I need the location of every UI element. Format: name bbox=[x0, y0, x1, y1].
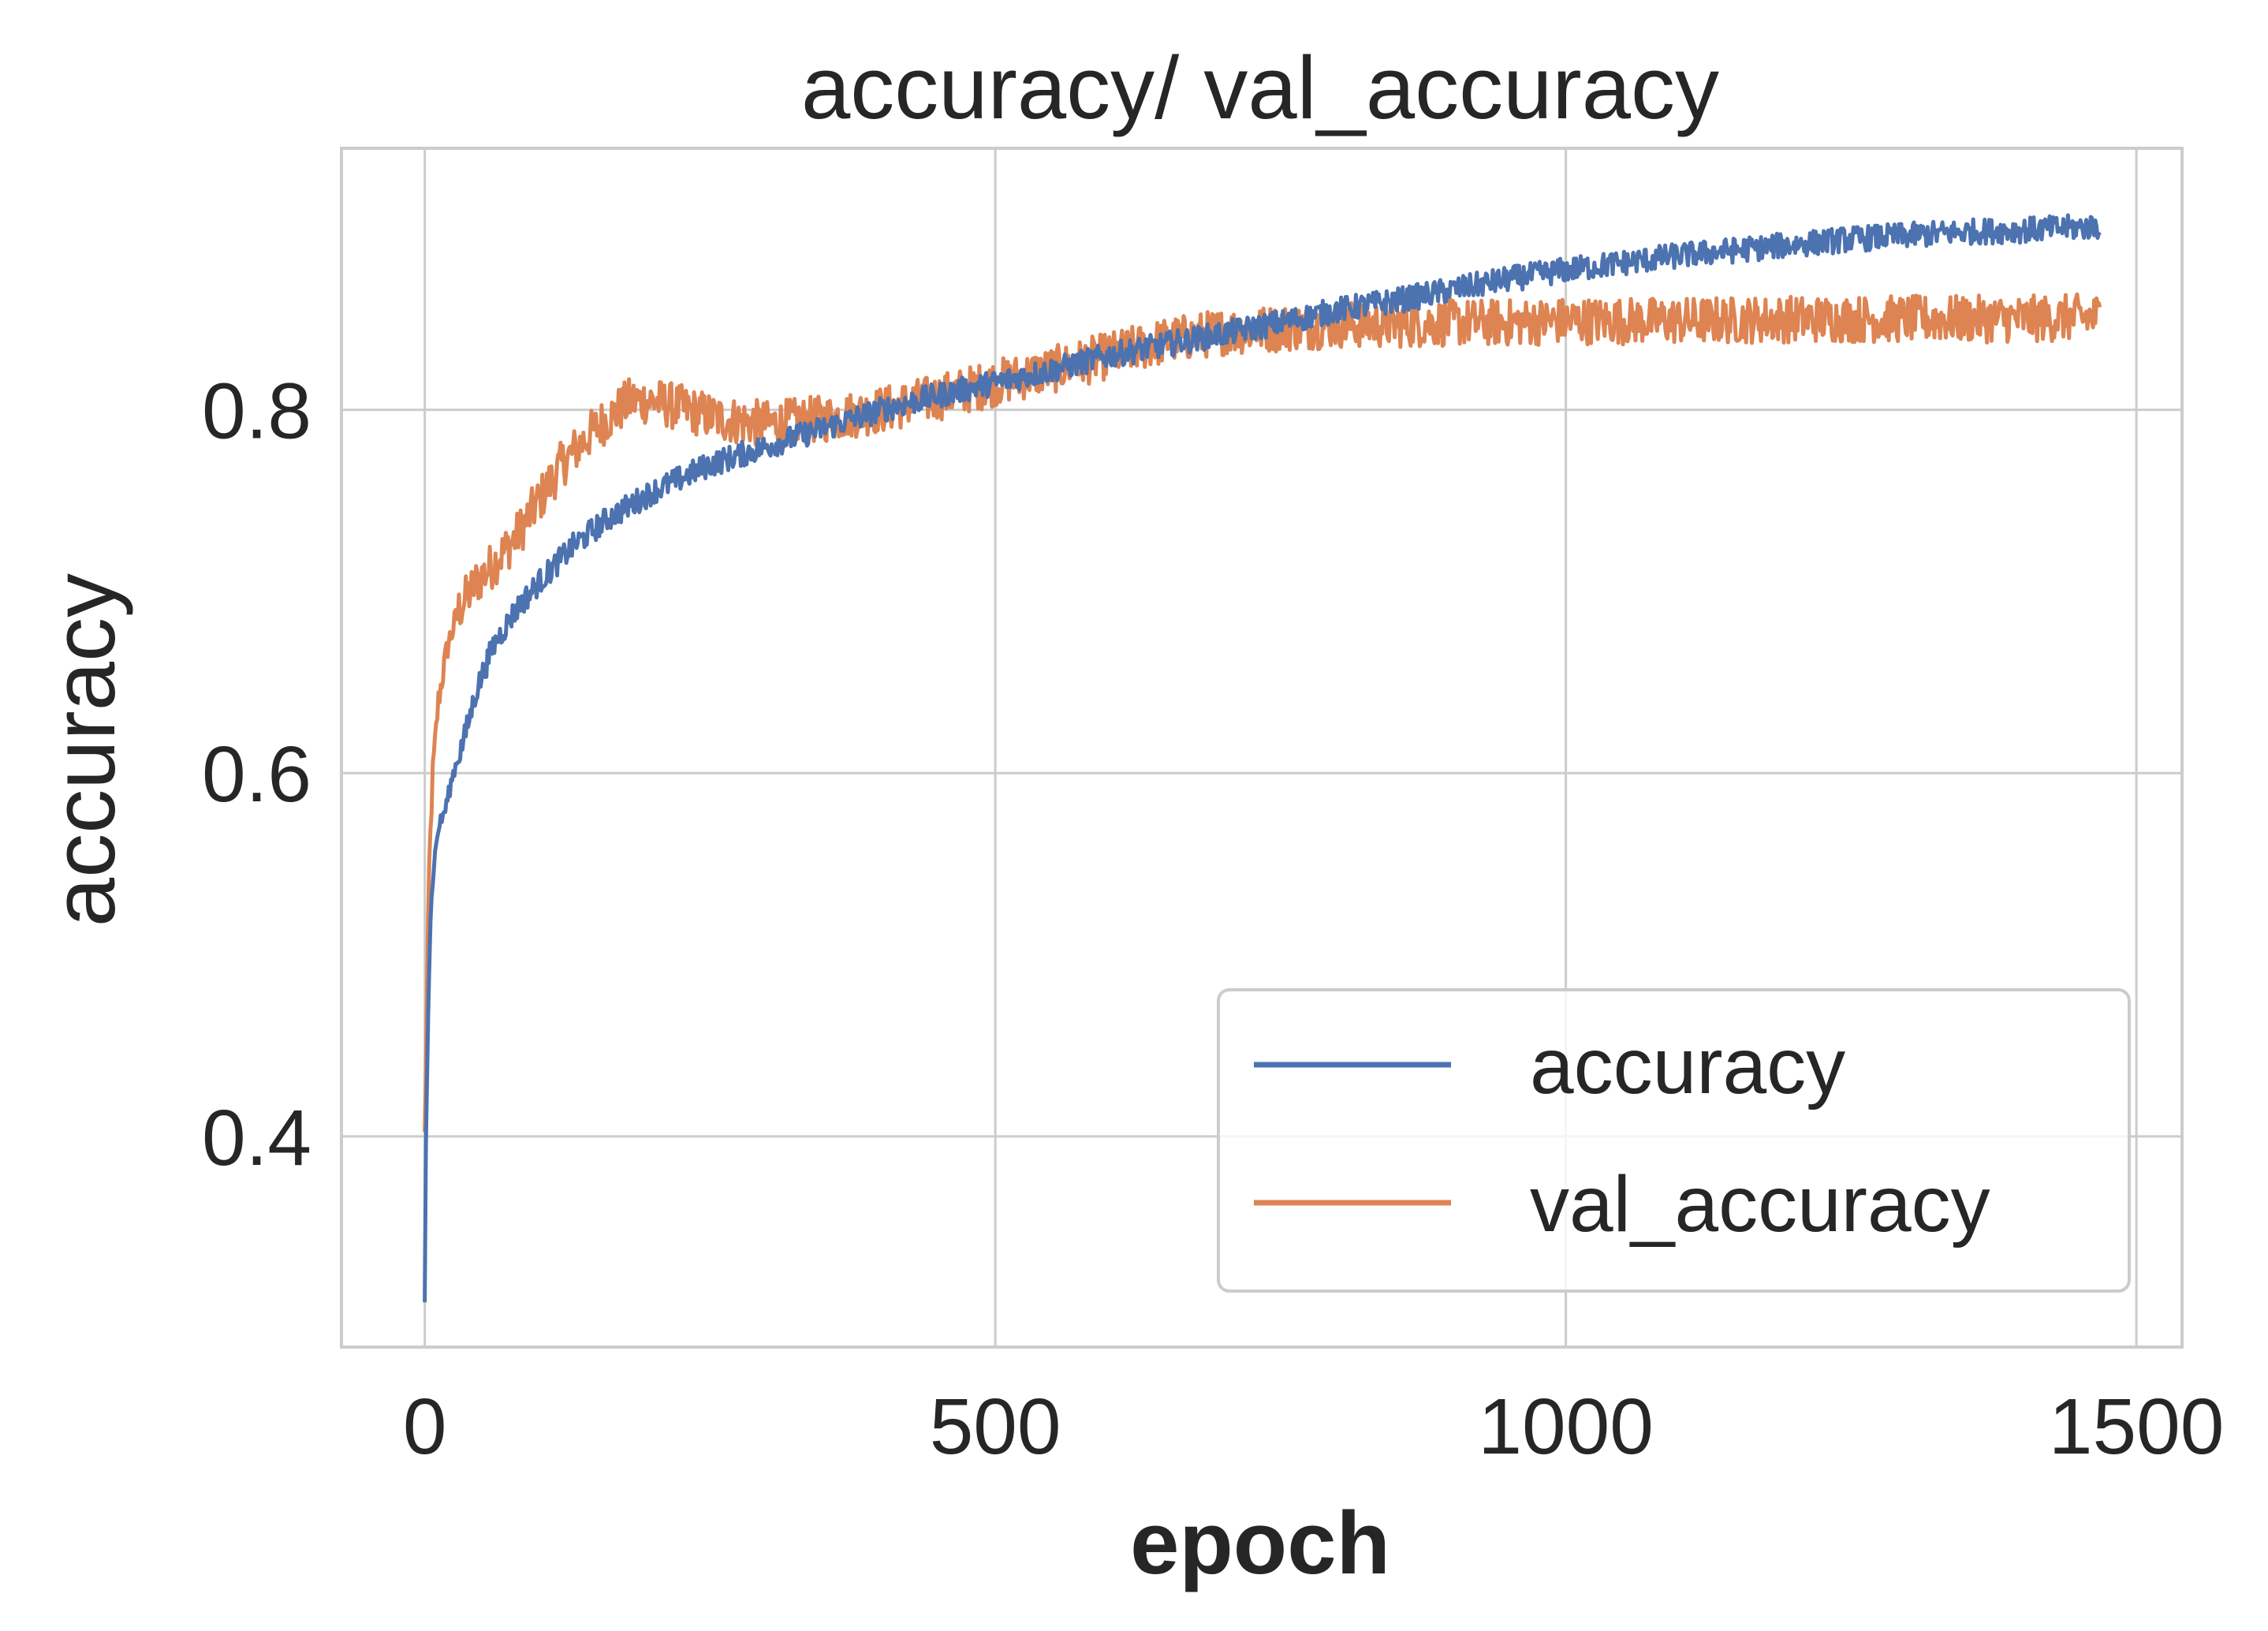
x-axis-ticks: 0 500 1000 1500 bbox=[403, 1383, 2225, 1471]
chart-title: accuracy/ val_accuracy bbox=[801, 39, 1719, 137]
y-axis-label: accuracy bbox=[35, 573, 133, 927]
x-tick-label: 500 bbox=[930, 1383, 1061, 1471]
plot-area-frame bbox=[340, 147, 2184, 1349]
series-layer bbox=[423, 213, 2102, 1303]
legend-label-accuracy: accuracy bbox=[1530, 1022, 1845, 1110]
x-axis-label: epoch bbox=[1130, 1494, 1390, 1592]
x-tick-label: 0 bbox=[403, 1383, 447, 1471]
y-tick-label: 0.4 bbox=[202, 1094, 311, 1182]
legend-label-val-accuracy: val_accuracy bbox=[1530, 1160, 1990, 1248]
legend: accuracy val_accuracy bbox=[1217, 988, 2131, 1293]
gridlines bbox=[341, 148, 2182, 1347]
y-tick-label: 0.6 bbox=[202, 730, 311, 819]
series-line-accuracy bbox=[423, 213, 2102, 1303]
y-axis-ticks: 0.4 0.6 0.8 bbox=[202, 368, 311, 1182]
y-tick-label: 0.8 bbox=[202, 368, 311, 456]
x-tick-label: 1500 bbox=[2049, 1383, 2224, 1471]
x-tick-label: 1000 bbox=[1478, 1383, 1653, 1471]
